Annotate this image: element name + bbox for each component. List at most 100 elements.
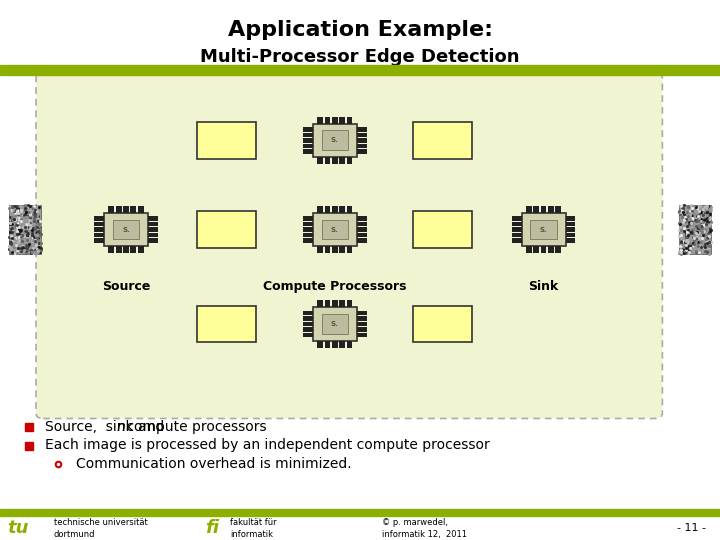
- Text: Multi-Processor Edge Detection: Multi-Processor Edge Detection: [200, 48, 520, 66]
- FancyBboxPatch shape: [36, 73, 662, 418]
- Bar: [357, 127, 366, 132]
- Bar: [332, 246, 338, 253]
- Bar: [332, 206, 338, 213]
- Text: fakultät für
informatik: fakultät für informatik: [230, 518, 277, 538]
- Text: S.: S.: [540, 226, 547, 233]
- Bar: [303, 227, 312, 232]
- Bar: [346, 246, 352, 253]
- Bar: [339, 206, 345, 213]
- Text: - 11 -: - 11 -: [677, 523, 706, 533]
- Bar: [94, 217, 104, 221]
- Bar: [303, 144, 312, 148]
- Bar: [332, 157, 338, 164]
- Bar: [303, 327, 312, 332]
- Bar: [526, 246, 532, 253]
- Bar: [413, 306, 472, 342]
- Bar: [346, 157, 352, 164]
- Bar: [346, 300, 352, 307]
- Bar: [123, 246, 129, 253]
- Bar: [123, 206, 129, 213]
- Bar: [346, 206, 352, 213]
- Bar: [303, 149, 312, 153]
- Bar: [303, 322, 312, 326]
- Bar: [325, 300, 330, 307]
- Bar: [339, 117, 345, 124]
- Bar: [104, 213, 148, 246]
- Bar: [346, 341, 352, 348]
- Bar: [322, 131, 348, 150]
- Bar: [109, 206, 114, 213]
- Bar: [94, 233, 104, 237]
- Bar: [357, 138, 366, 143]
- Bar: [94, 222, 104, 226]
- Bar: [312, 213, 357, 246]
- Bar: [318, 246, 323, 253]
- Bar: [357, 222, 366, 226]
- Bar: [318, 157, 323, 164]
- Text: Application Example:: Application Example:: [228, 19, 492, 40]
- Bar: [130, 206, 136, 213]
- Bar: [346, 117, 352, 124]
- Bar: [339, 300, 345, 307]
- Bar: [339, 157, 345, 164]
- Text: Source,  sink and: Source, sink and: [45, 420, 168, 434]
- Bar: [531, 220, 557, 239]
- Text: S.: S.: [331, 226, 338, 233]
- Bar: [357, 233, 366, 237]
- Bar: [325, 117, 330, 124]
- Bar: [303, 316, 312, 321]
- Bar: [116, 246, 122, 253]
- Bar: [679, 205, 711, 254]
- Text: Compute Processors: Compute Processors: [263, 280, 407, 293]
- Bar: [303, 333, 312, 337]
- Bar: [303, 238, 312, 242]
- Bar: [318, 300, 323, 307]
- Bar: [566, 222, 575, 226]
- Bar: [148, 238, 158, 242]
- Bar: [332, 117, 338, 124]
- Bar: [566, 227, 575, 232]
- Bar: [109, 246, 114, 253]
- Bar: [548, 246, 554, 253]
- Bar: [325, 157, 330, 164]
- Bar: [413, 122, 472, 159]
- Bar: [566, 217, 575, 221]
- Bar: [325, 341, 330, 348]
- Bar: [148, 217, 158, 221]
- Bar: [325, 246, 330, 253]
- Bar: [541, 246, 546, 253]
- Bar: [555, 246, 561, 253]
- Bar: [303, 311, 312, 315]
- Bar: [534, 206, 539, 213]
- Bar: [318, 117, 323, 124]
- Text: S.: S.: [331, 321, 338, 327]
- Bar: [332, 300, 338, 307]
- Bar: [357, 316, 366, 321]
- Text: S.: S.: [122, 226, 130, 233]
- Bar: [197, 211, 256, 248]
- Text: tu: tu: [7, 519, 29, 537]
- Bar: [566, 233, 575, 237]
- Bar: [113, 220, 139, 239]
- Bar: [357, 149, 366, 153]
- Bar: [0, 68, 720, 75]
- Bar: [148, 233, 158, 237]
- Bar: [148, 222, 158, 226]
- Bar: [357, 217, 366, 221]
- Bar: [312, 124, 357, 157]
- Text: compute processors: compute processors: [122, 420, 266, 434]
- Bar: [413, 211, 472, 248]
- Bar: [357, 327, 366, 332]
- Text: © p. marwedel,
informatik 12,  2011: © p. marwedel, informatik 12, 2011: [382, 518, 467, 538]
- Bar: [555, 206, 561, 213]
- Text: Each image is processed by an independent compute processor: Each image is processed by an independen…: [45, 438, 490, 453]
- Text: Communication overhead is minimized.: Communication overhead is minimized.: [76, 457, 351, 471]
- Bar: [332, 341, 338, 348]
- Bar: [541, 206, 546, 213]
- Bar: [303, 133, 312, 137]
- Text: fi: fi: [205, 519, 220, 537]
- Bar: [303, 138, 312, 143]
- Bar: [357, 238, 366, 242]
- Bar: [303, 222, 312, 226]
- Bar: [534, 246, 539, 253]
